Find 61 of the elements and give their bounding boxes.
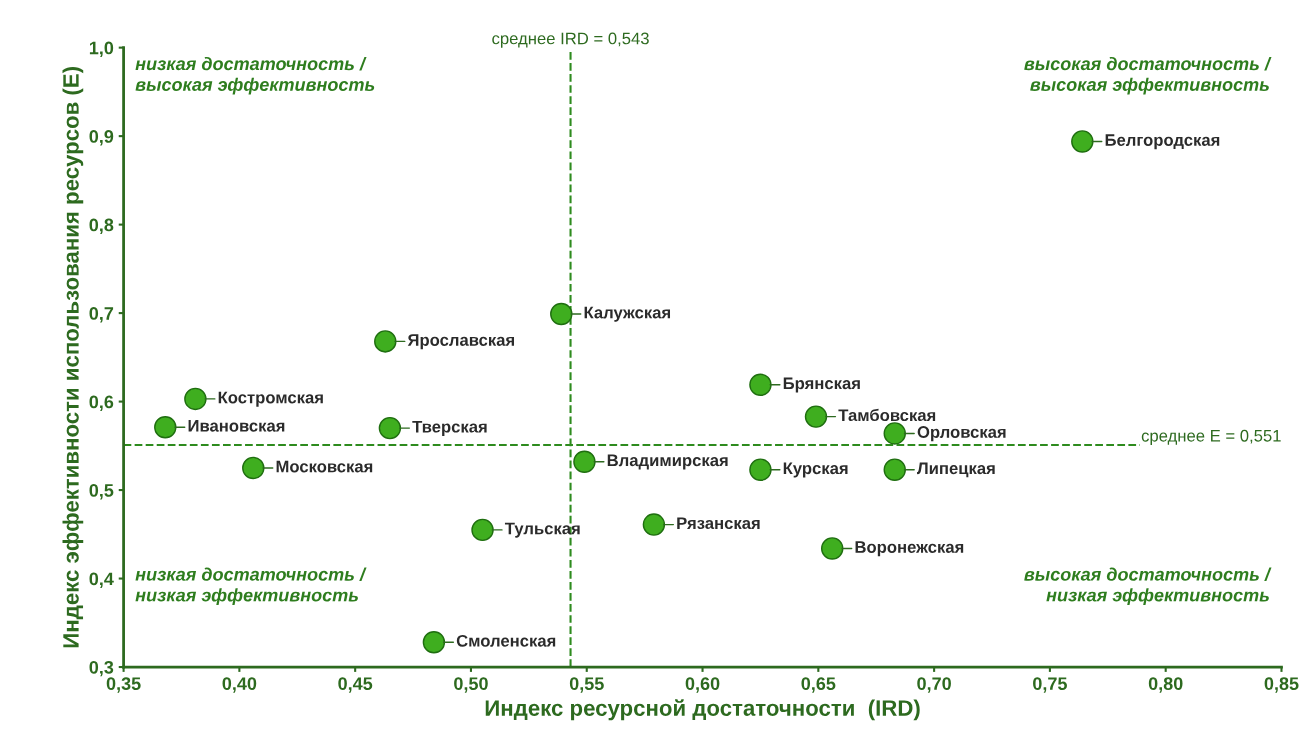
y-tick-label: 0,8 [89,218,114,234]
annotation: высокая достаточность / низкая эффективность [1024,567,1272,606]
annotation: Смоленская [456,634,556,647]
point [378,416,402,440]
point [154,416,177,439]
point [1071,130,1094,153]
point [804,405,828,428]
annotation: Тульская [504,522,580,538]
point [422,631,446,654]
y-tick-label: 0,7 [89,307,114,323]
x-tick-label: 0,75 [1033,677,1067,693]
y-tick-label: 0,5 [89,484,114,500]
y-axis-title: Индекс эффективности использования ресурсов (E) [62,67,84,648]
point [471,518,494,542]
annotation: высокая достаточность / высокая эффективность [1024,56,1272,95]
point [184,387,207,411]
annotation: Рязанская [677,517,760,530]
x-axis-title: Индекс ресурсной достаточности (IRD) [485,699,920,721]
x-tick-label: 0,65 [801,677,836,693]
x-tick-label: 0,55 [569,677,604,693]
annotation: Тамбовская [838,408,936,422]
y-tick-label: 0,4 [89,572,114,588]
annotation: низкая достаточность / низкая эффективность [135,567,367,606]
annotation: Курская [783,462,848,478]
x-tick-label: 0,80 [1148,677,1183,693]
point [749,458,772,481]
x-tick-label: 0,50 [454,677,488,693]
y-tick-label: 0,3 [89,660,114,677]
x-tick-label: 0,40 [222,677,257,693]
x-tick-label: 0,35 [106,677,141,693]
annotation: Московская [276,460,373,473]
y-tick-label: 0,6 [89,395,114,411]
point [242,456,265,480]
annotation: низкая достаточность / высокая эффективность [135,56,375,95]
annotation: Орловская [917,426,1006,442]
point [550,302,573,326]
point [573,450,596,473]
point [749,373,772,396]
x-tick-label: 0,70 [917,677,951,693]
annotation: Ивановская [188,420,285,432]
point [883,458,906,481]
x-tick-label: 0,85 [1264,677,1299,693]
annotation: Липецкая [917,462,995,478]
annotation: Владимирская [607,454,728,470]
point [820,537,844,560]
annotation: Белгородская [1105,134,1220,150]
y-tick-label: 0,9 [89,130,114,146]
point [642,513,666,536]
annotation: Калужская [584,306,671,322]
ref-line-label: среднее E = 0,551 [1141,429,1281,445]
point [374,330,397,353]
annotation: Костромская [218,391,323,407]
annotation: Тверская [412,420,487,436]
x-tick-label: 0,60 [685,677,720,693]
annotation: Ярославская [407,334,515,350]
point [883,422,906,445]
annotation: Брянская [783,377,860,393]
annotation: Воронежская [855,541,964,557]
y-tick-label: 1,0 [89,41,114,57]
ref-line-label: среднее IRD = 0,543 [492,32,649,48]
x-tick-label: 0,45 [338,677,373,693]
